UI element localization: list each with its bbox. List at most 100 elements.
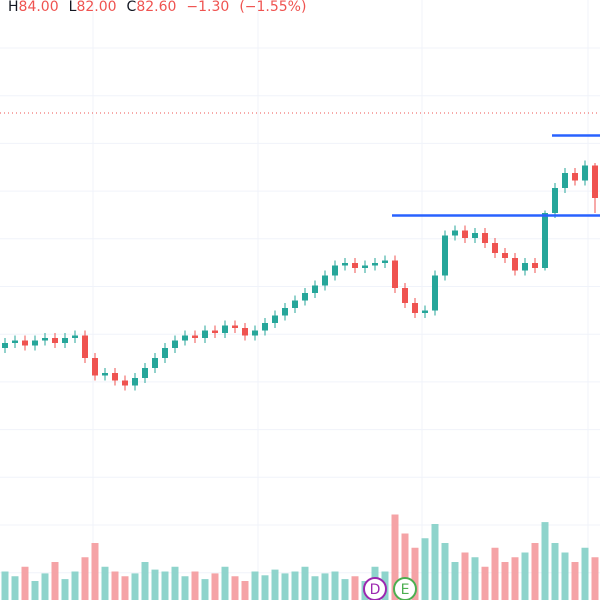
legend-change-pct: (−1.55%) [239,0,306,15]
candle-body [472,233,478,238]
candle-body [192,335,198,338]
candle-body [102,373,108,376]
candle-body [552,188,558,213]
candle-body [342,263,348,266]
candle-body [152,358,158,368]
event-marker [393,577,417,600]
volume-bar [401,533,409,600]
candle-body [352,263,358,268]
candle-body [542,213,548,268]
candle-body [72,335,78,338]
candle-body [272,315,278,323]
volume-bar [591,557,599,600]
volume-bar [351,576,359,600]
candle-body [292,300,298,308]
volume-bar [161,571,169,600]
volume-bar [81,557,89,600]
candle-body [122,380,128,386]
candle-body [252,330,258,336]
volume-bar [471,557,479,600]
volume-bar [531,543,539,600]
candle-body [302,293,308,301]
candle-body [582,165,588,181]
legend-low: 82.00 [76,0,116,15]
volume-bar [101,566,109,600]
volume-bar [331,571,339,600]
legend-close-prefix: C [127,0,137,15]
volume-bar [141,562,149,600]
legend-close: 82.60 [136,0,176,15]
volume-bar [1,571,9,600]
candle-body [332,265,338,276]
candle-body [572,173,578,181]
legend-high-prefix: H [8,0,19,15]
candle-body [362,265,368,268]
volume-bar [411,547,419,600]
candle-body [32,340,38,346]
candle-body [162,348,168,358]
candle-body [442,235,448,276]
volume-bar [421,538,429,600]
volume-bar [511,557,519,600]
candle-body [2,343,8,348]
legend-change: −1.30 [186,0,229,15]
candle-body [462,230,468,238]
candle-body [382,260,388,263]
volume-bar [231,576,239,600]
candle-body [112,373,118,381]
candle-body [402,288,408,303]
volume-bar [561,552,569,600]
candle-body [522,263,528,271]
candle-body [242,328,248,336]
volume-bar [151,569,159,600]
volume-bar [341,579,349,600]
candle-body [492,243,498,253]
volume-bar [541,522,549,600]
candle-body [262,323,268,331]
volume-bar [451,562,459,600]
volume-bar [211,573,219,600]
volume-bar [71,571,79,600]
volume-bar [241,581,249,600]
volume-bar [491,547,499,600]
candle-body [212,330,218,333]
volume-bar [581,547,589,600]
volume-bar [291,571,299,600]
volume-bar [441,543,449,600]
candle-body [392,260,398,288]
event-label: E [401,582,410,598]
candle-body [222,325,228,333]
volume-bar [431,524,439,600]
volume-bar [261,575,269,600]
candle-body [412,303,418,313]
candle-body [432,275,438,311]
volume-bar [391,514,399,600]
volume-bar [181,576,189,600]
candle-body [282,308,288,316]
volume-bar [271,569,279,600]
candle-body [202,330,208,338]
volume-bar [521,552,529,600]
event-marker [363,577,387,600]
candle-body [42,338,48,341]
candle-body [62,338,68,343]
volume-bar [551,543,559,600]
candle-body [422,310,428,313]
candle-body [172,340,178,348]
candle-body [142,368,148,378]
volume-bar [11,576,19,600]
volume-bar [481,566,489,600]
legend-low-prefix: L [69,0,77,15]
volume-bar [51,562,59,600]
candle-body [12,340,18,343]
candle-body [232,325,238,328]
candle-body [562,173,568,188]
candle-body [322,275,328,286]
candle-body [92,358,98,376]
volume-bar [171,566,179,600]
volume-bar [91,543,99,600]
volume-bar [251,571,259,600]
volume-bar [461,552,469,600]
